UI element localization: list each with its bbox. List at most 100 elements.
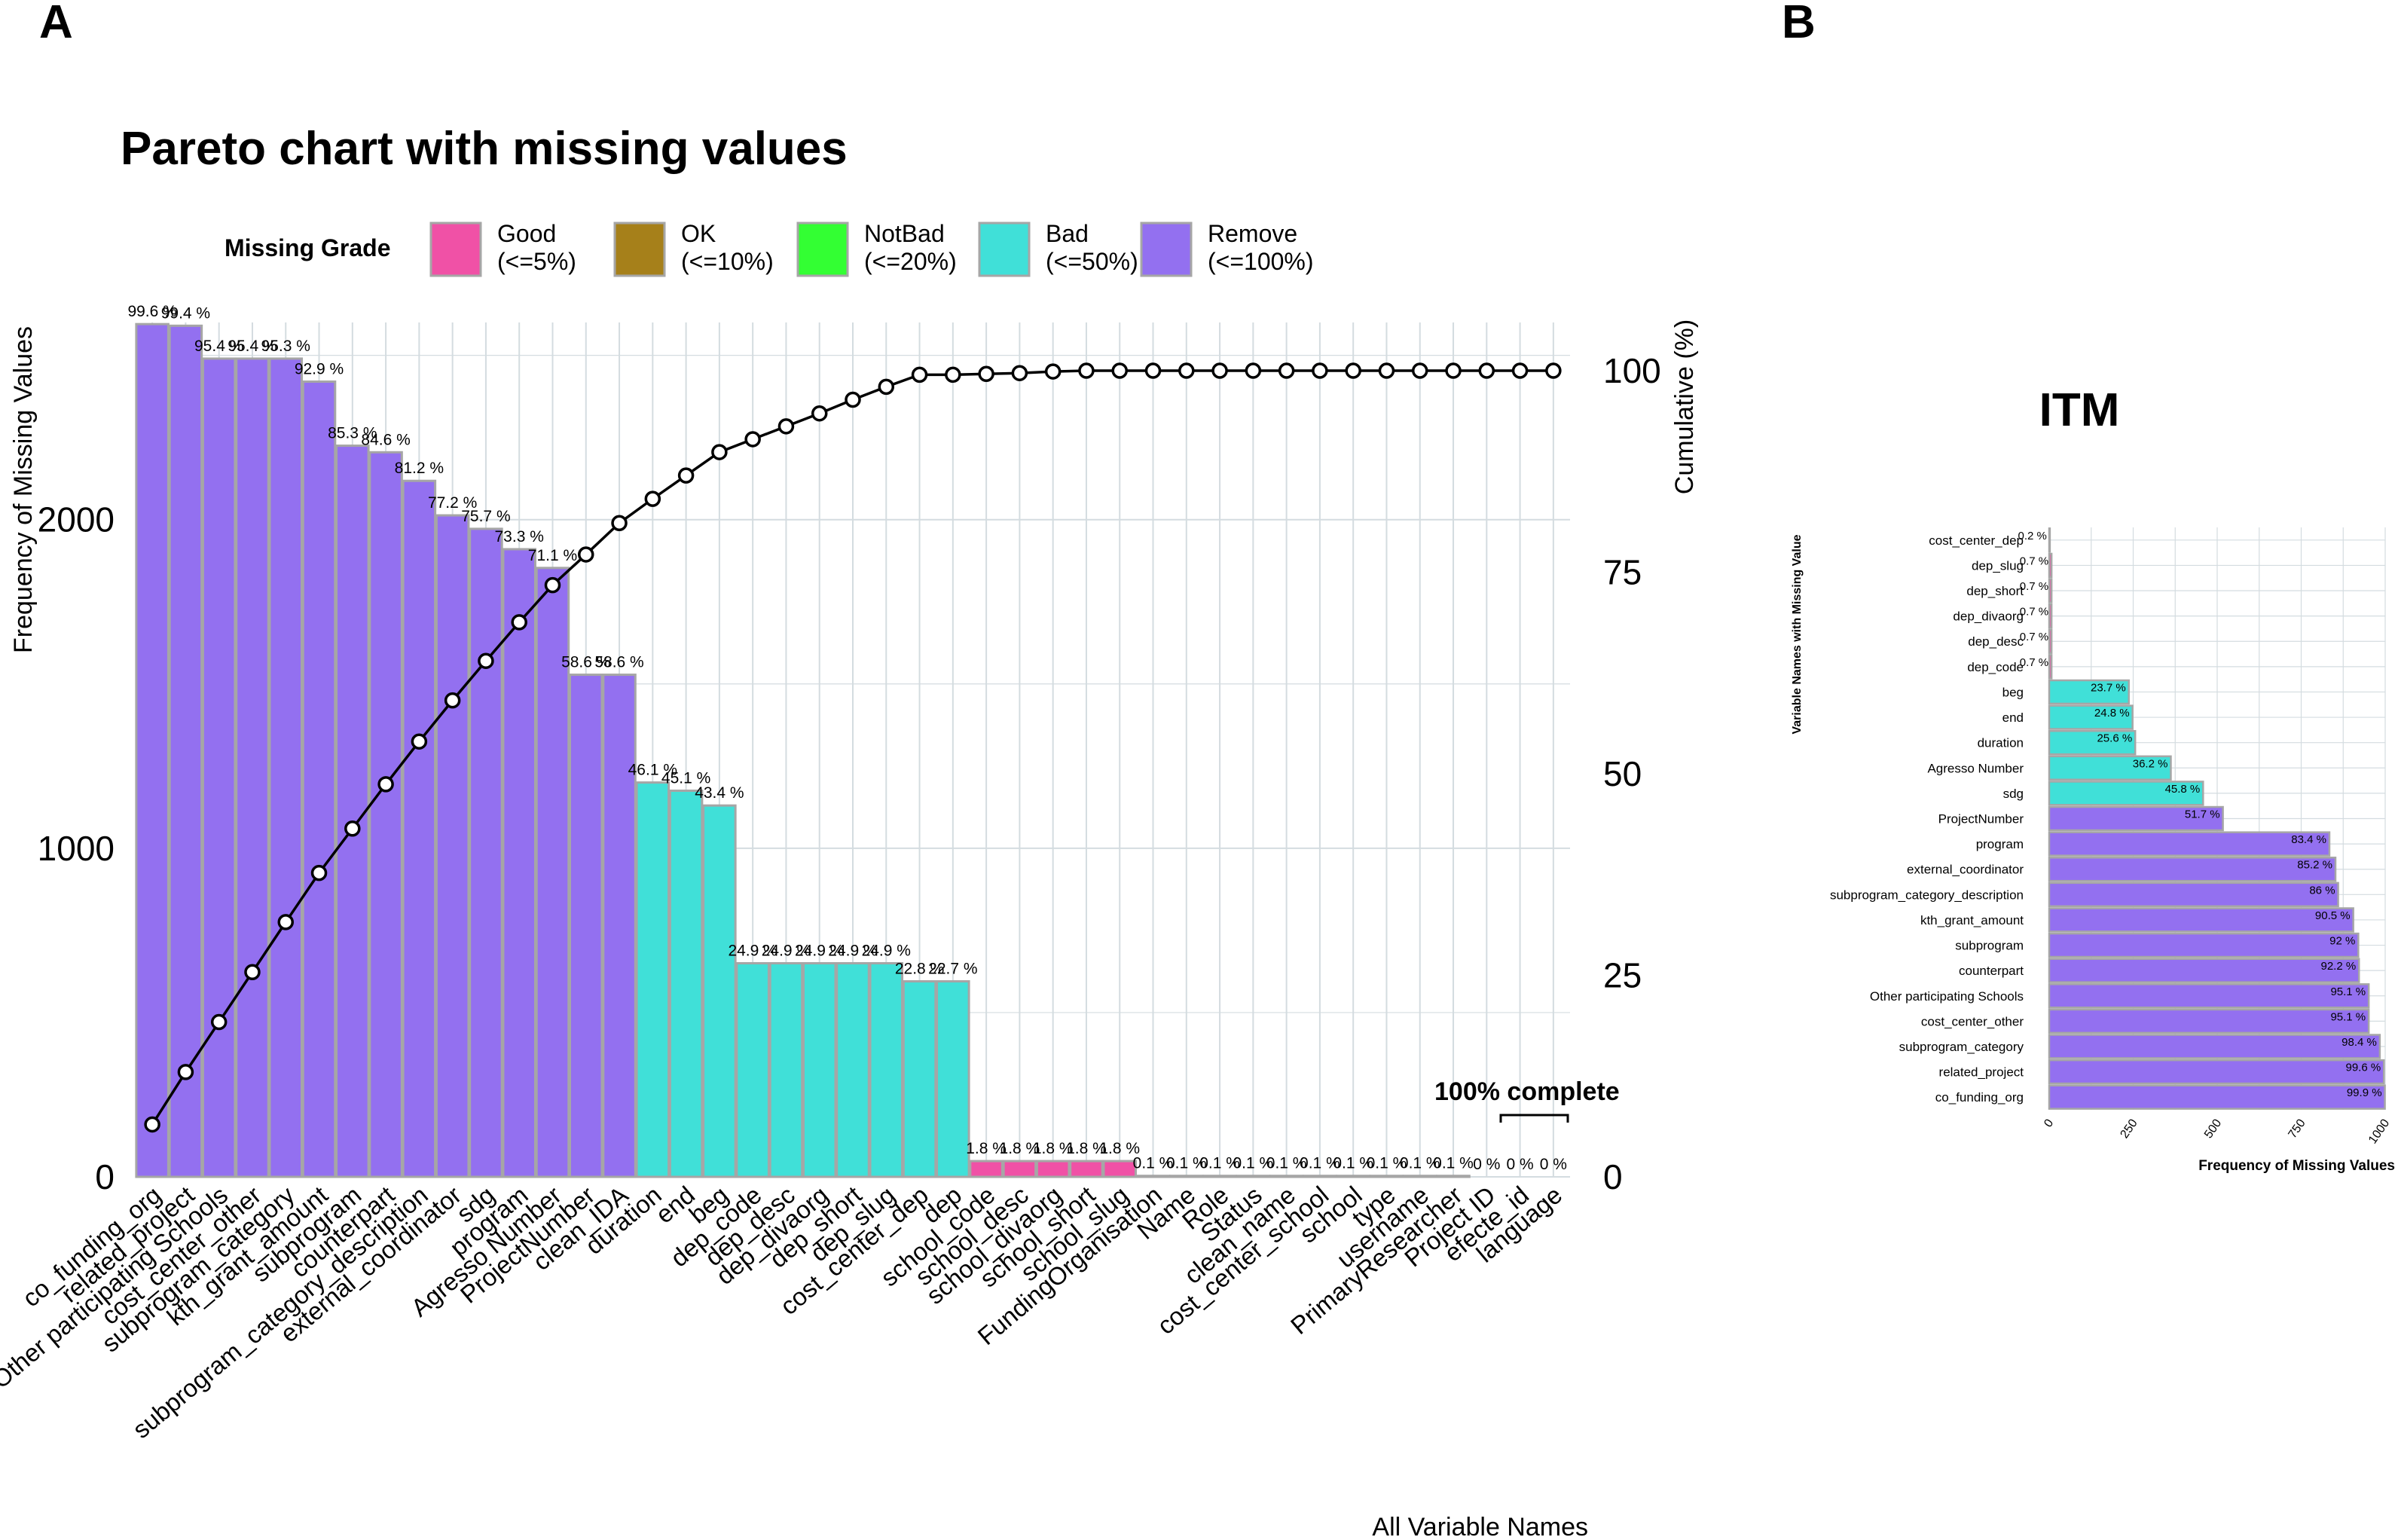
- y-tick-label: cost_center_other: [1921, 1014, 2024, 1028]
- legend-range: (<=50%): [1046, 248, 1138, 275]
- bar-label: 24.9 %: [728, 943, 777, 960]
- bar-label: 1.8 %: [1066, 1140, 1107, 1157]
- bar-label: 0.7 %: [2020, 580, 2048, 593]
- bar-label: 36.2 %: [2133, 757, 2168, 770]
- bar: [2048, 1059, 2385, 1085]
- bar-label: 0.7 %: [2020, 631, 2048, 643]
- bar-label: 0.1 %: [1133, 1155, 1174, 1172]
- y-tick-label: sdg: [2003, 787, 2024, 801]
- bar-label: 1.8 %: [1000, 1140, 1040, 1157]
- bar: [301, 380, 337, 1178]
- cumulative-point: [1044, 363, 1062, 380]
- bar: [1069, 1160, 1104, 1178]
- legend-swatch: [613, 222, 666, 277]
- bar: [836, 962, 870, 1178]
- cumulative-point: [144, 1116, 160, 1133]
- bar: [2048, 932, 2360, 958]
- bar: [1303, 1175, 1337, 1178]
- y2-tick-label: 75: [1603, 553, 1642, 592]
- x-tick-label: 750: [2287, 1117, 2308, 1141]
- bar-label: 86 %: [2309, 884, 2335, 897]
- cumulative-point: [344, 820, 361, 837]
- bar-label: 45.8 %: [2165, 783, 2201, 796]
- cumulative-point: [711, 444, 728, 460]
- bar: [2048, 603, 2053, 629]
- bar-label: 0.1 %: [1300, 1155, 1340, 1172]
- bar-label: 22.8 %: [895, 960, 944, 977]
- cumulative-point: [1245, 362, 1262, 379]
- bar-label: 71.1 %: [528, 547, 577, 564]
- bar-label: 0.1 %: [1233, 1155, 1273, 1172]
- cumulative-point: [1278, 362, 1295, 379]
- legend-label: Bad: [1046, 220, 1089, 247]
- cumulative-point: [1312, 362, 1328, 379]
- bar-label: 58.6 %: [594, 654, 643, 671]
- bar-label: 23.7 %: [2091, 681, 2126, 694]
- cumulative-point: [677, 467, 695, 484]
- bar-label: 99.4 %: [161, 304, 210, 322]
- bar: [1202, 1175, 1237, 1178]
- itm-chart: ITM 0.2 % 0.7 % 0.7 % 0.7 % 0.7 % 0.7 % 23.7 %…: [1791, 384, 2395, 1174]
- bar-label: 24.9 %: [828, 943, 877, 960]
- cumulative-point: [1345, 362, 1361, 379]
- bar-label: 1.8 %: [1033, 1140, 1074, 1157]
- cumulative-point: [578, 546, 594, 563]
- bar-label: 75.7 %: [461, 508, 510, 525]
- bar: [2048, 781, 2204, 806]
- y-tick-label: 2000: [38, 500, 115, 539]
- bar: [569, 674, 603, 1178]
- bar: [2048, 729, 2137, 756]
- bar: [2048, 704, 2134, 730]
- bar-label: 81.2 %: [395, 460, 444, 477]
- legend-range: (<=20%): [864, 248, 957, 275]
- bar-label: 0.1 %: [1367, 1155, 1407, 1172]
- y2-tick-label: 100: [1603, 351, 1661, 390]
- cumulative-point: [1144, 362, 1162, 379]
- y-tick-label: kth_grant_amount: [1920, 913, 2024, 927]
- bars-a: [135, 322, 1471, 1178]
- y-tick-label: external_coordinator: [1907, 863, 2024, 877]
- legend-label: Good: [497, 220, 556, 247]
- annotation: 100% complete: [1434, 1077, 1620, 1123]
- cumulative-point: [744, 431, 761, 448]
- bar: [168, 324, 203, 1178]
- y-tick-label: Other participating Schools: [1870, 989, 2024, 1004]
- bar: [402, 479, 437, 1178]
- y2-tick-label: 25: [1603, 956, 1642, 995]
- y-tick-label: subprogram_category_description: [1830, 888, 2024, 902]
- axes-b: cost_center_dep dep_slug dep_short dep_diva…: [1830, 533, 2392, 1147]
- legend-swatch: [796, 222, 849, 277]
- bar-label: 77.2 %: [428, 494, 477, 512]
- legend-swatch: [1140, 222, 1193, 277]
- bar-label: 0.7 %: [2020, 656, 2048, 669]
- bar: [2048, 907, 2354, 933]
- bar-label: 85.2 %: [2297, 859, 2332, 872]
- y-tick-label: dep_desc: [1968, 634, 2024, 649]
- bar-label: 95.4 %: [194, 338, 243, 355]
- y-tick-label: program: [1976, 837, 2024, 851]
- cumulative-point: [1211, 362, 1228, 379]
- cumulative-point: [1011, 365, 1028, 381]
- y2-tick-label: 0: [1603, 1157, 1623, 1196]
- y-tick-label: beg: [2002, 685, 2024, 699]
- cumulative-point: [911, 366, 928, 383]
- panel-label-b: B: [1782, 0, 1816, 48]
- cumulative-point: [444, 692, 461, 709]
- bar-label: 0.1 %: [1166, 1155, 1207, 1172]
- bar: [668, 790, 704, 1178]
- cumulative-point: [1111, 362, 1128, 379]
- chart-b-x-axis-title: Frequency of Missing Values: [2198, 1158, 2395, 1174]
- bar: [235, 357, 270, 1178]
- bar-label: 92.9 %: [295, 361, 344, 378]
- bar: [2048, 805, 2224, 832]
- bar-label: 0.2 %: [2018, 530, 2047, 542]
- cumulative-point: [478, 652, 494, 669]
- chart-a-title: Pareto chart with missing values: [121, 123, 848, 175]
- x-tick-label: 1000: [2366, 1117, 2392, 1146]
- cumulative-point: [1545, 362, 1562, 379]
- legend-range: (<=10%): [681, 248, 774, 275]
- cumulative-point: [177, 1064, 194, 1080]
- x-tick-label: 500: [2202, 1117, 2224, 1141]
- bar: [768, 962, 804, 1178]
- bar: [535, 567, 570, 1178]
